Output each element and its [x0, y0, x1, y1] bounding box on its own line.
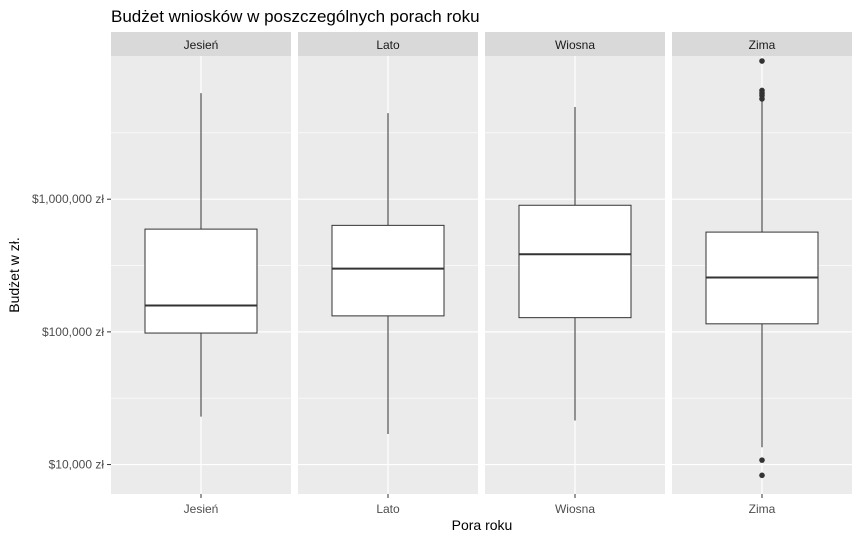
facet-panel-4: Zima Zima [672, 32, 852, 516]
facet-panel-2: Lato Lato [298, 32, 478, 516]
facet-panel-1: Jesień Jesień [111, 32, 291, 516]
x-tick-label: Wiosna [555, 502, 595, 516]
outlier-point [759, 472, 765, 479]
outlier-point [759, 58, 765, 64]
y-axis: $10,000 zł $100,000 zł $1,000,000 zł [32, 192, 111, 472]
facet-panel-3: Wiosna Wiosna [485, 32, 665, 516]
outlier-point [759, 457, 765, 463]
facet-strip-label: Zima [749, 38, 776, 52]
facet-strip-label: Jesień [184, 38, 219, 52]
facet-strip [485, 32, 665, 56]
box [518, 204, 632, 319]
x-axis-title: Pora roku [452, 517, 513, 533]
y-tick-label: $100,000 zł [42, 325, 104, 339]
x-tick-label: Zima [749, 502, 776, 516]
facet-strip-label: Lato [376, 38, 400, 52]
outlier-point [759, 96, 765, 102]
x-tick-label: Jesień [184, 502, 219, 516]
x-tick-label: Lato [376, 502, 400, 516]
chart-title: Budżet wniosków w poszczególnych porach … [111, 7, 480, 26]
facet-strip-label: Wiosna [555, 38, 595, 52]
y-axis-title: Budżet w zł. [6, 237, 22, 312]
y-tick-label: $10,000 zł [49, 458, 105, 472]
facet-strip [672, 32, 852, 56]
facet-strip [298, 32, 478, 56]
facet-strip [111, 32, 291, 56]
y-tick-label: $1,000,000 zł [32, 192, 104, 206]
box [331, 224, 445, 317]
box [144, 228, 258, 334]
facet-panels: Jesień Jesień Lato Lato Wiosna Wiosna Zima Zima [111, 32, 852, 516]
